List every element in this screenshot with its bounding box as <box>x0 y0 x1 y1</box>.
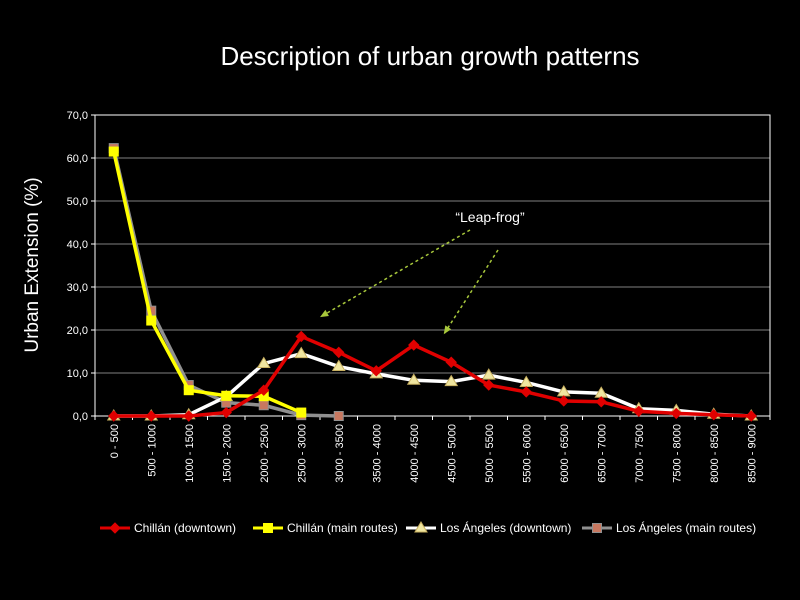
x-tick-label: 1500 - 2000 <box>221 424 233 483</box>
data-point <box>258 400 269 411</box>
legend-marker <box>414 521 428 533</box>
data-point <box>183 410 195 422</box>
data-point <box>295 330 307 343</box>
legend-label: Los Ángeles (main routes) <box>616 520 756 535</box>
y-tick-label: 20,0 <box>67 325 88 337</box>
data-point <box>221 390 232 401</box>
data-point <box>520 386 532 398</box>
data-point <box>220 406 232 419</box>
series-0 <box>108 330 757 422</box>
x-tick-label: 7500 - 8000 <box>671 424 683 483</box>
x-tick-label: 1000 - 1500 <box>184 424 196 483</box>
data-point <box>108 146 119 157</box>
series-line <box>113 334 752 418</box>
data-point <box>481 368 496 380</box>
x-tick-label: 8500 - 9000 <box>746 424 758 483</box>
data-point <box>296 407 307 418</box>
x-tick-label: 0 - 500 <box>109 424 121 458</box>
legend-label: Chillán (main routes) <box>287 521 398 535</box>
annotation-arrowhead <box>443 325 452 335</box>
y-axis-label: Urban Extension (%) <box>22 177 43 352</box>
annotation-arrow <box>443 249 499 335</box>
data-point <box>444 374 459 387</box>
data-point <box>708 409 720 421</box>
data-point <box>294 346 309 359</box>
x-tick-label: 500 - 1000 <box>146 424 158 477</box>
data-point <box>108 410 120 422</box>
data-point <box>558 395 570 407</box>
data-point <box>331 359 346 372</box>
data-point <box>595 396 607 408</box>
legend-item-2: Los Ángeles (downtown) <box>406 520 571 535</box>
legend-label: Los Ángeles (downtown) <box>440 520 571 535</box>
y-tick-label: 50,0 <box>67 196 88 208</box>
series-line <box>112 147 339 418</box>
legend-marker <box>592 523 602 533</box>
x-tick-label: 6500 - 7000 <box>596 424 608 483</box>
x-tick-label: 8000 - 8500 <box>709 424 721 483</box>
series-line <box>113 351 752 418</box>
annotation-arrow <box>319 229 471 318</box>
legend-item-0: Chillán (downtown) <box>100 521 236 535</box>
data-point <box>256 356 271 369</box>
legend-item-3: Los Ángeles (main routes) <box>582 520 756 535</box>
data-point <box>145 410 157 422</box>
series-2 <box>106 346 759 421</box>
y-tick-label: 40,0 <box>67 239 88 251</box>
data-point <box>333 346 345 359</box>
legend: Chillán (downtown) Chillán (main routes) L… <box>100 520 756 535</box>
x-tick-label: 2500 - 3000 <box>296 424 308 483</box>
x-tick-label: 4500 - 5000 <box>446 424 458 483</box>
y-tick-label: 60,0 <box>67 153 88 165</box>
y-tick-label: 0,0 <box>73 411 88 423</box>
series-line <box>112 151 302 415</box>
data-point <box>408 339 420 351</box>
series-1 <box>108 146 307 418</box>
data-point <box>445 356 457 368</box>
data-point <box>183 385 194 396</box>
x-tick-label: 4000 - 4500 <box>409 424 421 483</box>
data-point <box>483 379 495 391</box>
legend-marker <box>109 522 121 534</box>
legend-marker <box>263 523 273 533</box>
annotation-layer: “Leap-frog” <box>319 209 525 335</box>
data-point <box>333 411 344 421</box>
data-point <box>258 384 270 396</box>
x-tick-label: 5500 - 6000 <box>521 424 533 483</box>
data-point <box>146 315 157 326</box>
y-tick-label: 10,0 <box>67 368 88 380</box>
data-point <box>370 365 382 377</box>
x-tick-label: 2000 - 2500 <box>259 424 271 483</box>
plot-border <box>94 114 771 417</box>
data-point <box>633 405 645 417</box>
data-point <box>406 373 421 385</box>
legend-item-1: Chillán (main routes) <box>253 521 398 535</box>
x-tick-label: 3500 - 4000 <box>371 424 383 483</box>
y-tick-label: 70,0 <box>67 110 88 122</box>
legend-label: Chillán (downtown) <box>134 521 236 535</box>
leap-frog-annotation: “Leap-frog” <box>455 209 525 225</box>
annotation-arrowhead <box>320 309 329 318</box>
data-point <box>670 407 682 420</box>
plot-area: 0,0 10,0 20,0 30,0 40,0 50,0 60,0 70,0 0 - 500 50… <box>67 110 771 483</box>
x-tick-label: 6000 - 6500 <box>559 424 571 483</box>
x-tick-label: 7000 - 7500 <box>634 424 646 483</box>
chart-title: Description of urban growth patterns <box>220 41 639 71</box>
x-tick-label: 3000 - 3500 <box>334 424 346 483</box>
y-tick-label: 30,0 <box>67 282 88 294</box>
data-point <box>745 410 757 422</box>
x-tick-label: 5000 - 5500 <box>484 424 496 483</box>
